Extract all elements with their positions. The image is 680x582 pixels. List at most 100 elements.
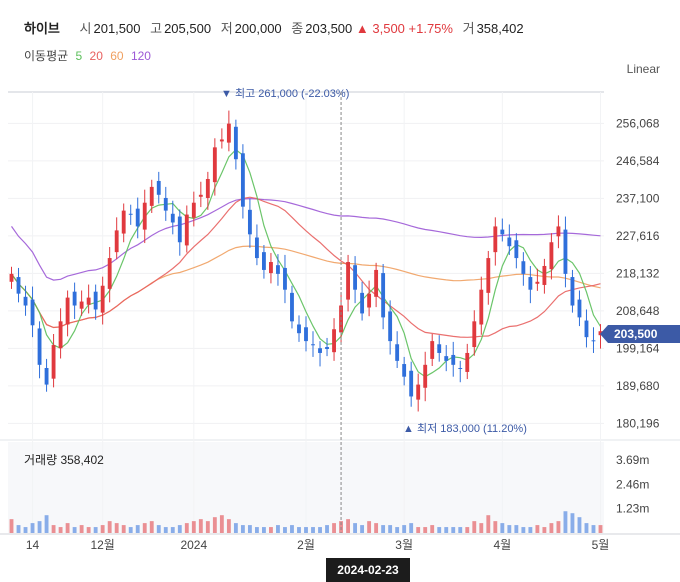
volume-bar: [128, 527, 133, 533]
volume-bar: [121, 525, 126, 533]
volume-bar: [276, 525, 280, 533]
moving-average-legend[interactable]: 이동평균 5 20 60 120: [24, 47, 155, 64]
candle-body: [500, 229, 505, 235]
scale-mode-toggle[interactable]: Linear: [626, 62, 660, 76]
volume-bar: [374, 523, 379, 533]
candle-body: [114, 230, 119, 253]
time-tick-label: 4월: [493, 538, 511, 552]
candle-body: [254, 237, 259, 259]
volume-bar: [381, 525, 386, 533]
candle-body: [30, 299, 35, 326]
volume-bar: [325, 525, 329, 533]
candle-body: [584, 320, 589, 338]
max-price-annotation: ▼ 최고 261,000 (-22.03%): [221, 87, 349, 100]
candle-body: [521, 261, 526, 274]
volume-bar: [444, 527, 449, 533]
volume-bar: [170, 527, 175, 533]
candle-body: [149, 186, 154, 206]
volume-bar: [16, 525, 21, 533]
volume-bar: [416, 527, 421, 533]
volume-bar: [219, 515, 224, 533]
high-label: 고: [150, 21, 163, 36]
ma20-legend[interactable]: 20: [89, 49, 103, 63]
volume-bar: [100, 525, 105, 533]
candle-body: [570, 277, 575, 306]
volume-bar: [163, 527, 168, 533]
candle-body: [451, 354, 456, 365]
volume-bar: [451, 527, 456, 533]
volume-bar: [367, 521, 372, 533]
candle-body: [367, 293, 372, 308]
candle-body: [395, 344, 400, 361]
candle-body: [304, 327, 308, 342]
candle-body: [226, 123, 231, 143]
candle-body: [191, 202, 196, 218]
volume-bar: [114, 523, 119, 533]
candle-body: [269, 262, 273, 274]
candle-body: [353, 265, 358, 290]
volume-bar: [521, 527, 526, 533]
candle-body: [297, 324, 301, 334]
volume-bar: [423, 527, 428, 533]
volume-bar: [402, 525, 407, 533]
candle-body: [247, 209, 252, 235]
volume-bar: [212, 517, 217, 533]
candle-body: [458, 367, 463, 369]
volume-bar: [486, 515, 491, 533]
candle-body: [177, 216, 182, 243]
ma120-legend[interactable]: 120: [130, 49, 151, 63]
candle-body: [156, 180, 161, 195]
candle-body: [219, 139, 224, 142]
candle-body: [325, 347, 329, 350]
ma5-legend[interactable]: 5: [75, 49, 83, 63]
candle-body: [535, 281, 540, 284]
candle-body: [430, 341, 435, 359]
volume-bar: [72, 527, 77, 533]
current-price-tag: 203,500: [600, 325, 680, 343]
candle-body: [346, 262, 350, 300]
candle-body: [409, 370, 414, 397]
candle-body: [437, 344, 442, 353]
quote-header: 하이브 시 201,500 고 205,500 저 200,000 종 203,500 …: [24, 18, 524, 37]
volume-bar: [409, 523, 414, 533]
volume-bar: [135, 525, 140, 533]
volume-bar: [65, 523, 70, 533]
close-value: 203,500: [305, 21, 353, 36]
candle-body: [360, 292, 365, 314]
candle-body: [479, 289, 484, 325]
volume-bar: [577, 517, 582, 533]
candle-body: [381, 273, 386, 318]
candle-body: [44, 367, 49, 385]
candle-body: [79, 301, 84, 309]
price-tick-label: 199,164: [616, 341, 660, 355]
volume-panel-title: 거래량 358,402: [24, 453, 104, 467]
candle-body: [374, 269, 379, 297]
candle-body: [290, 292, 294, 322]
candle-body: [423, 364, 428, 388]
volume-bar: [184, 523, 189, 533]
volume-bar: [283, 527, 287, 533]
volume-bar: [514, 525, 519, 533]
open-value: 201,500: [93, 21, 141, 36]
time-tick-label: 2월: [297, 538, 315, 552]
volume-bar: [598, 525, 603, 533]
crosshair-date-tooltip: 2024-02-23: [326, 558, 410, 582]
ma60-legend[interactable]: 60: [110, 49, 124, 63]
price-tick-label: 189,680: [616, 379, 660, 393]
volume-bar: [86, 527, 91, 533]
candle-body: [233, 126, 238, 160]
volume-bar: [430, 525, 435, 533]
candle-body: [493, 226, 498, 253]
volume-bar: [23, 527, 28, 533]
candle-body: [58, 321, 63, 349]
volume-bar: [177, 525, 182, 533]
candle-body: [549, 242, 554, 270]
price-tick-label: 246,584: [616, 154, 660, 168]
volume-bar: [584, 523, 589, 533]
volume-bar: [563, 511, 568, 533]
volume-tick-label: 2.46m: [616, 477, 649, 491]
volume-bar: [44, 515, 49, 533]
candle-body: [100, 285, 105, 313]
candle-body: [262, 252, 266, 270]
